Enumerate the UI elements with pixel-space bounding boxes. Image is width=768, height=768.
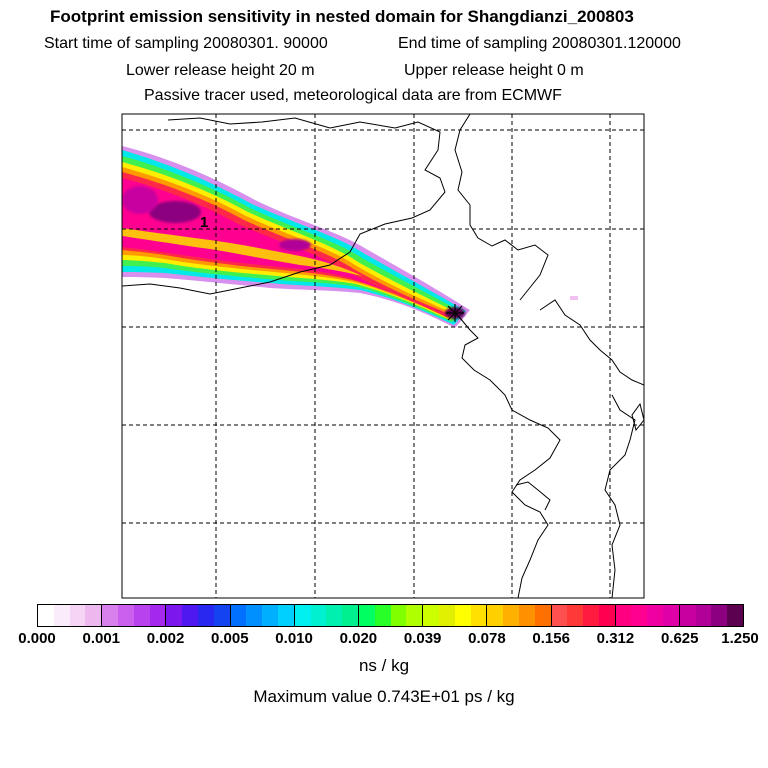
start-time-label: Start time of sampling 20080301. 90000 bbox=[44, 35, 328, 52]
coastline-layer bbox=[122, 114, 644, 598]
plot-title: Footprint emission sensitivity in nested… bbox=[50, 7, 634, 26]
upper-release-height-label: Upper release height 0 m bbox=[404, 62, 584, 79]
colorbar-segment bbox=[166, 605, 231, 626]
colorbar-segment bbox=[294, 605, 359, 626]
colorbar-tick-label: 0.020 bbox=[339, 630, 378, 647]
colorbar-swatch bbox=[518, 605, 535, 626]
colorbar-swatch bbox=[374, 605, 391, 626]
colorbar-swatch bbox=[326, 605, 343, 626]
colorbar-swatch bbox=[615, 605, 632, 626]
colorbar-swatch bbox=[149, 605, 166, 626]
island-small bbox=[631, 402, 644, 432]
colorbar-swatch bbox=[679, 605, 696, 626]
coast-south-inlet bbox=[515, 481, 551, 511]
colorbar-tick-label: 1.250 bbox=[721, 630, 759, 647]
colorbar-swatch bbox=[277, 605, 294, 626]
colorbar-swatch bbox=[647, 605, 664, 626]
colorbar-swatch bbox=[230, 605, 247, 626]
colorbar-tick-label: 0.002 bbox=[146, 630, 185, 647]
maximum-value-label: Maximum value 0.743E+01 ps / kg bbox=[253, 687, 515, 706]
plume-core-dark-3 bbox=[279, 239, 311, 251]
map-frame bbox=[121, 113, 645, 599]
colorbar-swatch bbox=[390, 605, 407, 626]
colorbar-segment bbox=[551, 605, 616, 626]
colorbar-tick-label: 0.156 bbox=[532, 630, 570, 647]
colorbar-swatch bbox=[406, 605, 423, 626]
colorbar-segment bbox=[487, 605, 552, 626]
colorbar-swatch bbox=[551, 605, 568, 626]
receptor-marker bbox=[446, 304, 464, 322]
colorbar-swatch bbox=[294, 605, 311, 626]
colorbar-swatch bbox=[598, 605, 615, 626]
colorbar-swatch bbox=[695, 605, 712, 626]
tracer-info-label: Passive tracer used, meteorological data… bbox=[144, 87, 562, 104]
colorbar-tick-label: 0.078 bbox=[468, 630, 506, 647]
plume-core-dark-1 bbox=[149, 201, 201, 223]
colorbar-swatch bbox=[69, 605, 86, 626]
colorbar-swatch bbox=[85, 605, 102, 626]
colorbar-segment bbox=[230, 605, 295, 626]
colorbar-swatch bbox=[423, 605, 439, 626]
colorbar-swatch bbox=[53, 605, 70, 626]
colorbar-swatch bbox=[117, 605, 134, 626]
colorbar-tick-label: 0.005 bbox=[211, 630, 249, 647]
colorbar-units-label: ns / kg bbox=[358, 656, 410, 675]
colorbar-segment bbox=[423, 605, 488, 626]
colorbar-swatch bbox=[631, 605, 648, 626]
colorbar-swatch bbox=[166, 605, 183, 626]
colorbar-swatch bbox=[102, 605, 118, 626]
colorbar-swatch bbox=[663, 605, 679, 626]
plume-core-dark-2 bbox=[122, 186, 158, 214]
colorbar-swatch bbox=[197, 605, 214, 626]
colorbar-tick-label: 0.010 bbox=[275, 630, 313, 647]
coast-north-upper bbox=[454, 114, 549, 301]
grid-lines bbox=[122, 114, 644, 598]
colorbar-segment bbox=[102, 605, 167, 626]
colorbar-swatch bbox=[438, 605, 455, 626]
coast-peninsula bbox=[539, 299, 644, 386]
colorbar-tick-label: 0.000 bbox=[18, 630, 56, 647]
colorbar-swatch bbox=[583, 605, 599, 626]
border-line-north bbox=[122, 117, 446, 295]
coast-bohai bbox=[459, 317, 561, 598]
colorbar-segment bbox=[679, 605, 744, 626]
colorbar-swatch bbox=[342, 605, 358, 626]
colorbar bbox=[37, 604, 744, 627]
colorbar-segment bbox=[38, 605, 103, 626]
colorbar-swatch bbox=[454, 605, 471, 626]
map-panel: 1 bbox=[121, 113, 645, 599]
colorbar-swatch bbox=[182, 605, 198, 626]
colorbar-segment bbox=[358, 605, 424, 626]
colorbar-swatch bbox=[246, 605, 263, 626]
colorbar-swatch bbox=[358, 605, 375, 626]
colorbar-swatch bbox=[534, 605, 551, 626]
colorbar-swatch bbox=[262, 605, 278, 626]
plume-layer bbox=[122, 146, 578, 328]
colorbar-swatch bbox=[711, 605, 728, 626]
plume-marker-label: 1 bbox=[200, 214, 208, 231]
colorbar-segment bbox=[615, 605, 680, 626]
colorbar-swatch bbox=[470, 605, 487, 626]
lower-release-height-label: Lower release height 20 m bbox=[126, 62, 315, 79]
colorbar-swatch bbox=[133, 605, 150, 626]
colorbar-swatch bbox=[487, 605, 504, 626]
colorbar-swatch bbox=[503, 605, 519, 626]
colorbar-swatch bbox=[213, 605, 230, 626]
colorbar-swatch bbox=[727, 605, 744, 626]
plume-inner-stripe bbox=[122, 228, 362, 276]
colorbar-tick-label: 0.312 bbox=[596, 630, 635, 647]
colorbar-tick-label: 0.039 bbox=[403, 630, 442, 647]
colorbar-tick-label: 0.625 bbox=[660, 630, 699, 647]
colorbar-swatch bbox=[38, 605, 54, 626]
colorbar-swatch bbox=[310, 605, 327, 626]
colorbar-swatch bbox=[567, 605, 584, 626]
colorbar-tick-label: 0.001 bbox=[82, 630, 121, 647]
plume-speck bbox=[570, 296, 578, 300]
end-time-label: End time of sampling 20080301.120000 bbox=[398, 35, 681, 52]
